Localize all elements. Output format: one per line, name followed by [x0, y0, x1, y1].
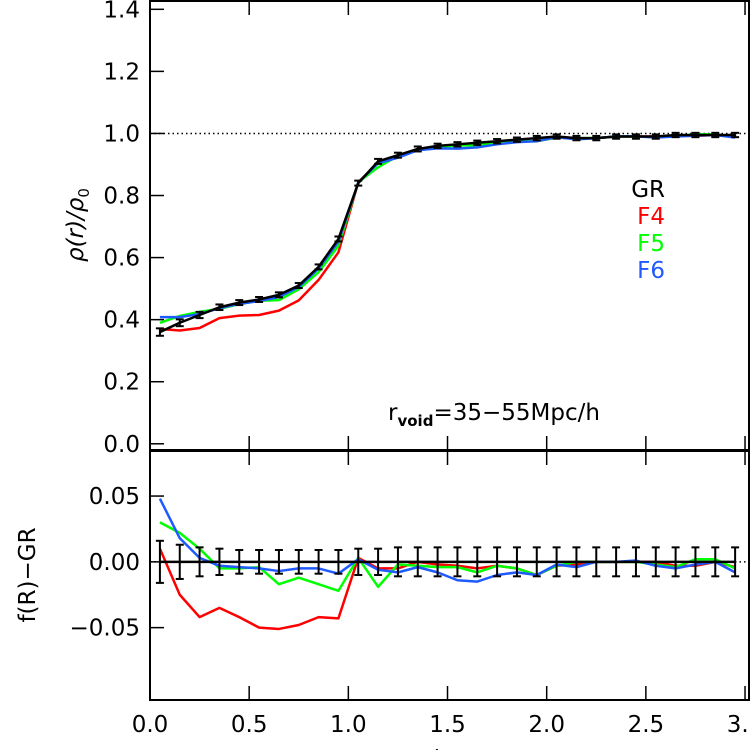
x-tick-label: 2.5 — [628, 712, 665, 738]
error-bar — [671, 546, 680, 578]
error-bar — [711, 131, 720, 139]
error-bar — [274, 291, 283, 299]
x-tick-label: 0.0 — [132, 712, 169, 738]
y-tick-label: 0.6 — [103, 246, 140, 272]
error-bar — [552, 133, 561, 140]
annotation-rest: =35−55Mpc/h — [433, 400, 600, 426]
error-bar — [572, 134, 581, 142]
error-bar — [592, 134, 601, 142]
error-bar — [155, 539, 164, 584]
x-axis-label-text: r/r — [421, 746, 448, 750]
x-tick-label: 0.5 — [231, 712, 268, 738]
annotation-main: r — [388, 400, 398, 426]
y-axis-label-sub: 0 — [75, 188, 93, 198]
error-bar — [651, 546, 660, 578]
error-bar — [731, 131, 740, 139]
error-bar — [413, 145, 422, 153]
error-bar — [294, 282, 303, 289]
error-bar — [493, 138, 502, 145]
error-bar — [592, 546, 601, 578]
error-bar — [195, 546, 204, 578]
error-bar — [354, 547, 363, 576]
error-bar — [393, 546, 402, 578]
error-bar — [175, 318, 184, 328]
error-bar — [433, 546, 442, 578]
error-bar — [314, 549, 323, 575]
y-tick-label: 1.4 — [103, 0, 140, 23]
error-bar — [354, 179, 363, 187]
y-tick-label: 0.0 — [103, 432, 140, 458]
x-tick-label: 1.0 — [330, 712, 367, 738]
error-bar — [413, 546, 422, 578]
legend-label: F4 — [637, 204, 665, 230]
x-tick-label: 3.0 — [727, 712, 750, 738]
y-tick-label: 1.2 — [103, 59, 140, 85]
annotation: rvoid=35−55Mpc/h — [388, 400, 600, 430]
error-bar — [532, 546, 541, 578]
error-bar — [235, 299, 244, 307]
error-bar — [314, 263, 323, 271]
error-bar — [473, 139, 482, 146]
error-bar — [175, 543, 184, 580]
error-bar — [671, 131, 680, 139]
legend-label: F6 — [637, 258, 665, 284]
error-bar — [512, 546, 521, 578]
error-bar — [453, 546, 462, 578]
error-bar — [274, 549, 283, 575]
error-bar — [532, 134, 541, 142]
legend-label: GR — [631, 177, 665, 203]
y-tick-label: 0.00 — [89, 550, 140, 576]
error-bar — [215, 303, 224, 312]
error-bar — [552, 546, 561, 578]
error-bar — [255, 549, 264, 575]
y-tick-label: 0.2 — [103, 370, 140, 396]
error-bar — [334, 235, 343, 243]
error-bar — [512, 136, 521, 143]
error-bar — [691, 131, 700, 139]
error-bar — [195, 310, 204, 320]
y-tick-label: 1.0 — [103, 121, 140, 147]
error-bar — [255, 296, 264, 303]
x-tick-label: 1.5 — [429, 712, 466, 738]
legend-label: F5 — [637, 231, 665, 257]
error-bar — [473, 546, 482, 578]
error-bar — [334, 549, 343, 575]
plot-frame — [149, 450, 750, 701]
error-bar — [631, 546, 640, 578]
y-axis-label: ρ(r)/ρ0 — [63, 188, 93, 262]
error-bar — [393, 151, 402, 159]
error-bar — [691, 546, 700, 578]
y-axis-label-text: ρ(r)/ρ — [63, 197, 89, 262]
error-bar — [651, 133, 660, 140]
error-bar — [612, 133, 621, 140]
error-bar — [374, 157, 383, 165]
series-line — [159, 133, 736, 334]
x-axis-label: r/rvoid — [421, 746, 479, 750]
y-tick-label: 0.8 — [103, 184, 140, 210]
error-bar — [731, 546, 740, 578]
error-bar — [215, 547, 224, 576]
error-bar — [374, 547, 383, 576]
x-tick-label: 2.0 — [528, 712, 565, 738]
error-bar — [294, 549, 303, 575]
annotation-sub: void — [397, 412, 433, 430]
error-bar — [711, 546, 720, 578]
error-bar — [155, 327, 164, 337]
y-axis-label: f(R)−GR — [15, 527, 41, 622]
y-axis-label-text: f(R)−GR — [15, 527, 41, 622]
y-tick-label: −0.05 — [70, 616, 140, 642]
error-bar — [453, 141, 462, 148]
error-bar — [235, 549, 244, 575]
error-bar — [612, 546, 621, 578]
error-bar — [433, 142, 442, 150]
y-tick-label: 0.05 — [89, 484, 140, 510]
error-bar — [493, 546, 502, 578]
error-bar — [572, 546, 581, 578]
y-tick-label: 0.4 — [103, 308, 140, 334]
error-bar — [631, 133, 640, 140]
series-line — [159, 521, 736, 593]
